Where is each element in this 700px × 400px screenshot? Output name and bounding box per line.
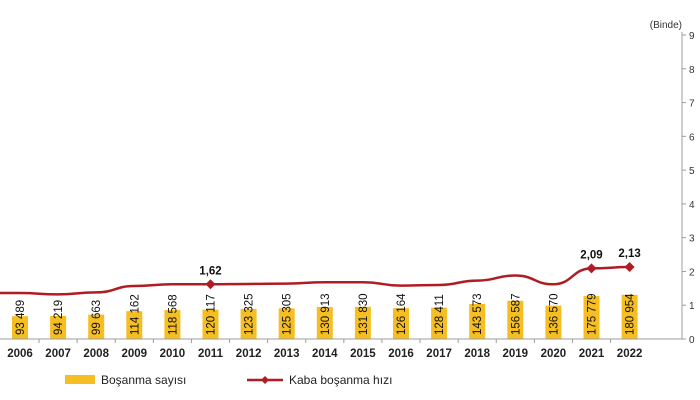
divorce-chart: 93 489 94 219 99 663 114 162 118 568 120 117 1… — [0, 0, 700, 400]
x-tick-label-2013: 2013 — [274, 348, 300, 360]
bar-value-label-2006: 93 489 — [15, 300, 27, 335]
bar-value-label-2021: 175 779 — [587, 293, 599, 335]
x-tick-label-2022: 2022 — [617, 348, 643, 360]
legend-bar-swatch — [65, 375, 95, 384]
line-layer — [0, 267, 630, 294]
right-tick-label-0: 0 — [689, 335, 695, 346]
x-tick-label-2020: 2020 — [541, 348, 567, 360]
data-label-2011: 1,62 — [199, 265, 221, 277]
x-tick-layer: 2006 2007 2008 2009 2010 2011 2012 2013 2014 2015… — [7, 339, 642, 360]
legend: Boşanma sayısı Kaba boşanma hızı — [65, 373, 392, 387]
line-marker-2021 — [587, 263, 597, 273]
x-tick-label-2011: 2011 — [198, 348, 224, 360]
bar-value-label-2019: 156 587 — [510, 293, 522, 335]
x-tick-label-2015: 2015 — [350, 348, 376, 360]
right-tick-label-3: 3 — [689, 234, 695, 245]
x-tick-label-2012: 2012 — [236, 348, 262, 360]
bars-layer: 93 489 94 219 99 663 114 162 118 568 120 117 1… — [12, 293, 638, 339]
bar-value-label-2020: 136 570 — [548, 293, 560, 335]
bar-value-label-2011: 120 117 — [206, 294, 218, 335]
bar-value-label-2018: 143 573 — [472, 293, 484, 335]
line-marker-2011 — [206, 279, 216, 289]
x-tick-label-2014: 2014 — [312, 348, 338, 360]
bar-value-label-2008: 99 663 — [91, 300, 103, 335]
right-axis-unit-label: (Binde) — [650, 20, 682, 31]
x-tick-label-2006: 2006 — [7, 348, 33, 360]
legend-line-label: Kaba boşanma hızı — [289, 373, 392, 387]
data-label-2021: 2,09 — [580, 249, 602, 261]
x-tick-label-2018: 2018 — [464, 348, 490, 360]
x-tick-label-2010: 2010 — [160, 348, 186, 360]
right-tick-label-6: 6 — [689, 132, 695, 143]
right-tick-label-5: 5 — [689, 166, 695, 177]
line-kaba-bosanma-hizi — [0, 267, 630, 294]
data-label-2022: 2,13 — [618, 248, 640, 260]
right-tick-layer: 0 1 2 3 4 5 6 7 8 9 — [682, 31, 695, 346]
bar-value-label-2010: 118 568 — [167, 294, 179, 335]
chart-container: 93 489 94 219 99 663 114 162 118 568 120 117 1… — [0, 0, 700, 400]
bar-value-label-2016: 126 164 — [396, 293, 408, 335]
x-tick-label-2016: 2016 — [388, 348, 414, 360]
x-tick-label-2017: 2017 — [426, 348, 452, 360]
bar-value-label-2007: 94 219 — [53, 300, 65, 335]
x-tick-label-2007: 2007 — [45, 348, 71, 360]
bar-value-label-2009: 114 162 — [129, 294, 141, 335]
bar-value-label-2015: 131 830 — [358, 293, 370, 335]
bar-value-label-2022: 180 954 — [625, 293, 637, 335]
right-tick-label-7: 7 — [689, 99, 695, 110]
right-tick-label-8: 8 — [689, 65, 695, 76]
x-tick-label-2009: 2009 — [122, 348, 148, 360]
bar-value-label-2014: 130 913 — [320, 293, 332, 335]
line-marker-2022 — [625, 262, 635, 272]
right-tick-label-4: 4 — [689, 200, 695, 211]
legend-bar-label: Boşanma sayısı — [101, 373, 186, 387]
bar-value-label-2017: 128 411 — [434, 294, 446, 335]
legend-line-marker — [261, 376, 269, 384]
x-tick-label-2008: 2008 — [83, 348, 109, 360]
right-tick-label-1: 1 — [689, 301, 695, 312]
bar-value-label-2013: 125 305 — [282, 293, 294, 335]
bar-value-label-2012: 123 325 — [244, 293, 256, 335]
x-tick-label-2019: 2019 — [503, 348, 529, 360]
x-tick-label-2021: 2021 — [579, 348, 605, 360]
right-tick-label-9: 9 — [689, 31, 695, 42]
right-tick-label-2: 2 — [689, 267, 695, 278]
